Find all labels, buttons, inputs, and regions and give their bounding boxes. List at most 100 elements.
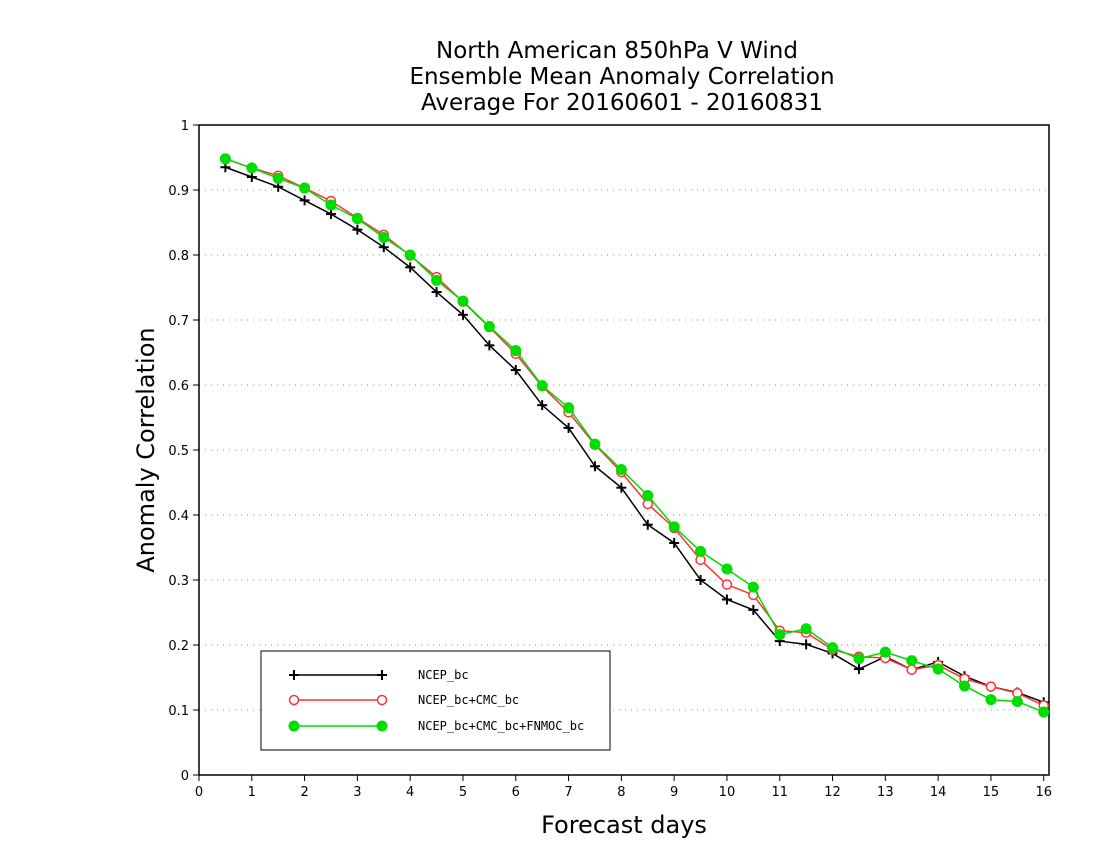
- data-point: [642, 519, 653, 530]
- axes: 00.10.20.30.40.50.60.70.80.910 1 2 3 4 5 6 7 8 9 1…: [168, 119, 1052, 800]
- x-tick-label: 10: [719, 785, 736, 800]
- title-line-3: Average For 20160601 - 20160831: [421, 90, 823, 116]
- series-line: [225, 158, 1045, 707]
- y-tick-label: 0.3: [168, 574, 189, 589]
- title-line-1: North American 850hPa V Wind: [436, 38, 798, 64]
- series-group: [219, 153, 1050, 718]
- y-tick-label: 0.6: [168, 379, 189, 394]
- data-point: [246, 162, 258, 174]
- data-point: [457, 309, 468, 320]
- data-point: [879, 646, 891, 658]
- legend-label: NCEP_bc+CMC_bc+FNMOC_bc: [418, 719, 584, 733]
- x-tick-label: 0: [195, 785, 203, 800]
- data-point: [483, 321, 495, 332]
- data-point: [985, 694, 997, 706]
- data-point: [510, 365, 521, 376]
- data-point: [668, 521, 680, 533]
- data-point: [616, 482, 627, 493]
- data-point: [695, 575, 706, 585]
- x-axis-label: Forecast days: [541, 811, 707, 839]
- legend-item: NCEP_bc: [289, 668, 469, 682]
- data-point: [959, 680, 971, 692]
- data-point: [325, 199, 337, 211]
- y-tick-label: 0: [181, 769, 189, 784]
- data-point: [615, 464, 627, 475]
- data-point: [404, 249, 416, 261]
- series-line: [225, 166, 1044, 703]
- data-point: [510, 345, 522, 357]
- legend-label: NCEP_bc: [418, 668, 469, 682]
- legend-label: NCEP_bc+CMC_bc: [418, 693, 519, 707]
- data-point: [325, 209, 336, 220]
- y-axis-label: Anomaly Correlation: [132, 327, 160, 572]
- x-tick-label: 3: [353, 785, 361, 800]
- x-tick-label: 12: [824, 785, 841, 800]
- data-point: [431, 274, 443, 286]
- legend-item: NCEP_bc+CMC_bc: [288, 693, 519, 707]
- data-point: [299, 182, 311, 194]
- legend-item: NCEP_bc+CMC_bc+FNMOC_bc: [288, 719, 584, 733]
- series-line: [225, 158, 1044, 713]
- data-point: [378, 242, 389, 253]
- data-point: [563, 402, 575, 414]
- x-tick-label: 2: [300, 785, 308, 800]
- legend-marker: [377, 670, 387, 680]
- data-point: [351, 213, 363, 225]
- data-point: [246, 172, 257, 182]
- data-point: [1038, 706, 1050, 718]
- data-point: [801, 639, 812, 650]
- gridlines: [199, 189, 1049, 711]
- x-tick-label: 5: [459, 785, 467, 800]
- y-tick-label: 1: [181, 119, 189, 134]
- data-point: [431, 287, 442, 298]
- data-point: [985, 681, 997, 692]
- legend-marker: [289, 670, 299, 680]
- x-tick-label: 14: [930, 785, 947, 800]
- chart-title: North American 850hPa V Wind Ensemble Me…: [409, 38, 834, 116]
- data-point: [721, 563, 733, 575]
- data-point: [272, 172, 284, 184]
- data-point: [642, 490, 654, 501]
- legend-marker: [376, 720, 388, 732]
- data-point: [669, 537, 680, 548]
- series-2: [220, 153, 1049, 711]
- series-1: [220, 162, 1049, 708]
- data-point: [827, 642, 839, 654]
- data-point: [589, 461, 600, 472]
- y-tick-label: 0.2: [168, 639, 189, 654]
- x-tick-label: 6: [512, 785, 520, 800]
- data-point: [853, 664, 864, 675]
- data-point: [906, 655, 918, 667]
- data-point: [1011, 696, 1023, 708]
- x-tick-label: 16: [1035, 785, 1052, 800]
- plot-frame: [198, 124, 1050, 776]
- legend-marker: [288, 694, 300, 706]
- data-point: [721, 579, 733, 590]
- data-point: [906, 664, 917, 675]
- data-point: [299, 195, 310, 206]
- y-tick-label: 0.1: [168, 704, 189, 719]
- y-tick-label: 0.8: [168, 249, 189, 264]
- data-point: [747, 581, 759, 593]
- data-point: [774, 629, 786, 641]
- data-point: [748, 604, 759, 615]
- legend-marker: [288, 720, 300, 732]
- x-tick-label: 11: [771, 785, 788, 800]
- data-point: [219, 153, 231, 165]
- legend: NCEP_bc NCEP_bc+CMC_bc NCEP_bc+CMC_bc+FNMO…: [260, 650, 611, 751]
- series-3: [219, 153, 1050, 718]
- data-point: [352, 224, 363, 235]
- data-point: [537, 400, 548, 411]
- data-point: [721, 594, 732, 605]
- y-tick-label: 0.4: [168, 509, 189, 524]
- data-point: [405, 262, 416, 273]
- data-point: [695, 545, 707, 557]
- data-point: [589, 438, 601, 450]
- x-tick-label: 15: [983, 785, 1000, 800]
- data-point: [800, 623, 812, 635]
- legend-marker: [376, 694, 388, 706]
- y-tick-label: 0.7: [168, 314, 189, 329]
- x-tick-label: 4: [406, 785, 414, 800]
- x-tick-label: 1: [248, 785, 256, 800]
